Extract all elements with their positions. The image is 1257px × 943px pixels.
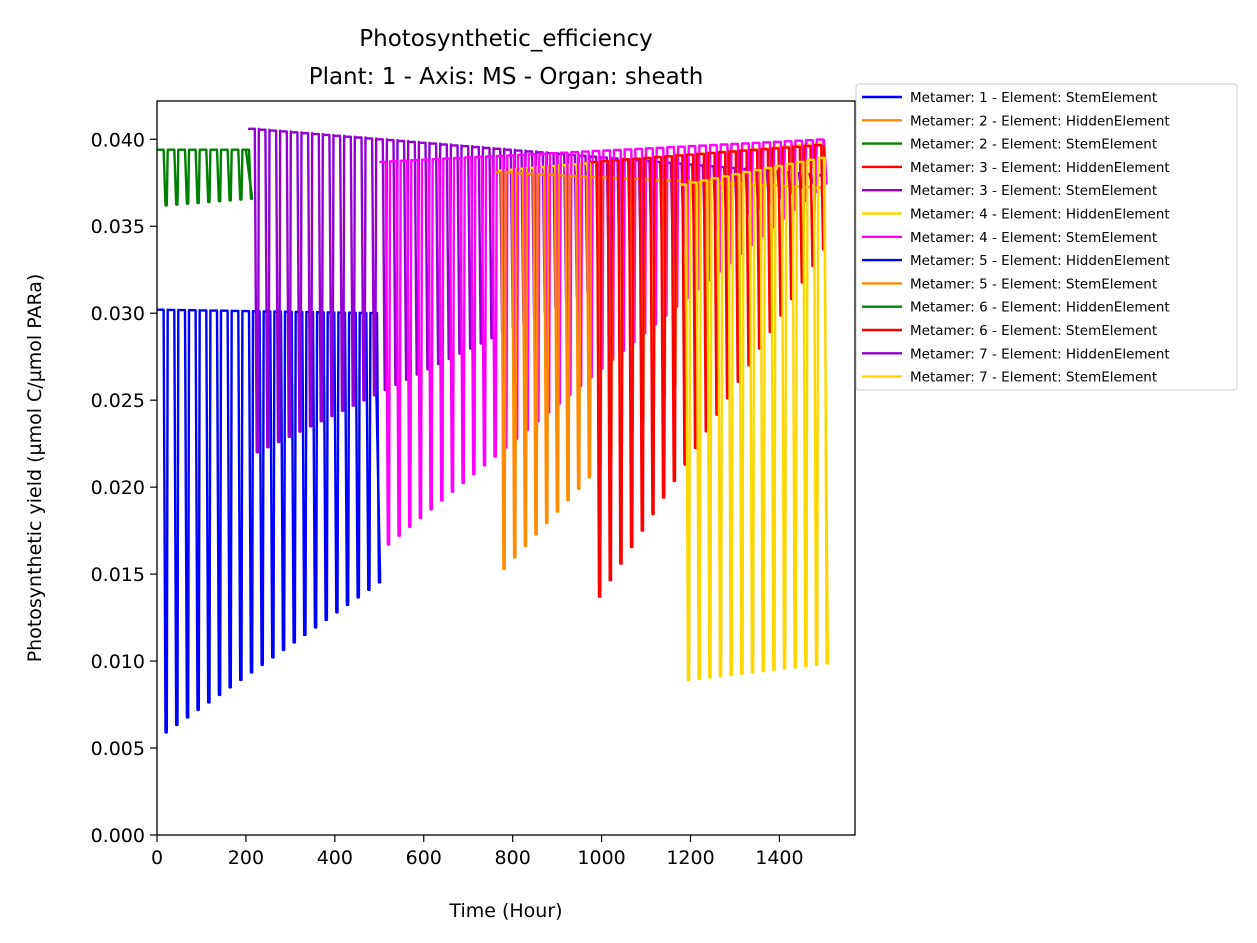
legend-entry: Metamer: 3 - Element: StemElement (910, 183, 1157, 199)
x-tick-label: 1000 (577, 847, 625, 869)
y-tick-label: 0.020 (91, 477, 145, 499)
legend-entry: Metamer: 5 - Element: StemElement (910, 276, 1157, 292)
chart-title: Photosynthetic_efficiency (359, 26, 653, 52)
legend-entry: Metamer: 3 - Element: HiddenElement (910, 160, 1170, 176)
chart-subtitle: Plant: 1 - Axis: MS - Organ: sheath (309, 64, 704, 90)
y-tick-label: 0.005 (91, 738, 145, 760)
legend-entry: Metamer: 4 - Element: StemElement (910, 230, 1157, 246)
plot-frame (156, 100, 856, 836)
x-ticks: 0 200 400 600 800 1000 1200 1400 (151, 835, 804, 869)
series-line (590, 144, 826, 598)
y-tick-label: 0.025 (91, 390, 145, 412)
series-group (157, 127, 830, 734)
legend-entry: Metamer: 1 - Element: StemElement (910, 90, 1157, 106)
legend-entry: Metamer: 6 - Element: HiddenElement (910, 300, 1170, 316)
y-tick-label: 0.015 (91, 564, 145, 586)
legend-entry: Metamer: 5 - Element: HiddenElement (910, 253, 1170, 269)
x-tick-label: 0 (151, 847, 163, 869)
y-tick-label: 0.030 (91, 303, 145, 325)
legend-entry: Metamer: 6 - Element: StemElement (910, 323, 1157, 339)
x-axis-label: Time (Hour) (448, 900, 562, 922)
y-tick-label: 0.010 (91, 651, 145, 673)
y-axis-label: Photosynthetic yield (µmol C/µmol PARa) (24, 274, 46, 663)
x-tick-label: 1400 (755, 847, 803, 869)
series-line (379, 138, 828, 546)
series-line (157, 148, 254, 207)
y-tick-label: 0.040 (91, 129, 145, 151)
y-tick-label: 0.035 (91, 216, 145, 238)
x-tick-label: 400 (317, 847, 353, 869)
x-tick-label: 800 (495, 847, 531, 869)
legend-entry: Metamer: 7 - Element: StemElement (910, 370, 1157, 386)
legend-entry: Metamer: 7 - Element: HiddenElement (910, 346, 1170, 362)
x-tick-label: 1200 (666, 847, 714, 869)
legend-entry: Metamer: 2 - Element: StemElement (910, 137, 1157, 153)
y-ticks: 0.000 0.005 0.010 0.015 0.020 0.025 0.030 0.035… (91, 129, 157, 847)
x-tick-label: 200 (228, 847, 264, 869)
series-line (157, 308, 382, 734)
legend-entry: Metamer: 4 - Element: HiddenElement (910, 207, 1170, 223)
legend-box (855, 83, 1238, 391)
x-tick-label: 600 (406, 847, 442, 869)
legend-entry: Metamer: 2 - Element: HiddenElement (910, 113, 1170, 129)
series-line (679, 156, 830, 682)
y-tick-label: 0.000 (91, 825, 145, 847)
legend: Metamer: 1 - Element: StemElement Metamer… (855, 83, 1238, 391)
